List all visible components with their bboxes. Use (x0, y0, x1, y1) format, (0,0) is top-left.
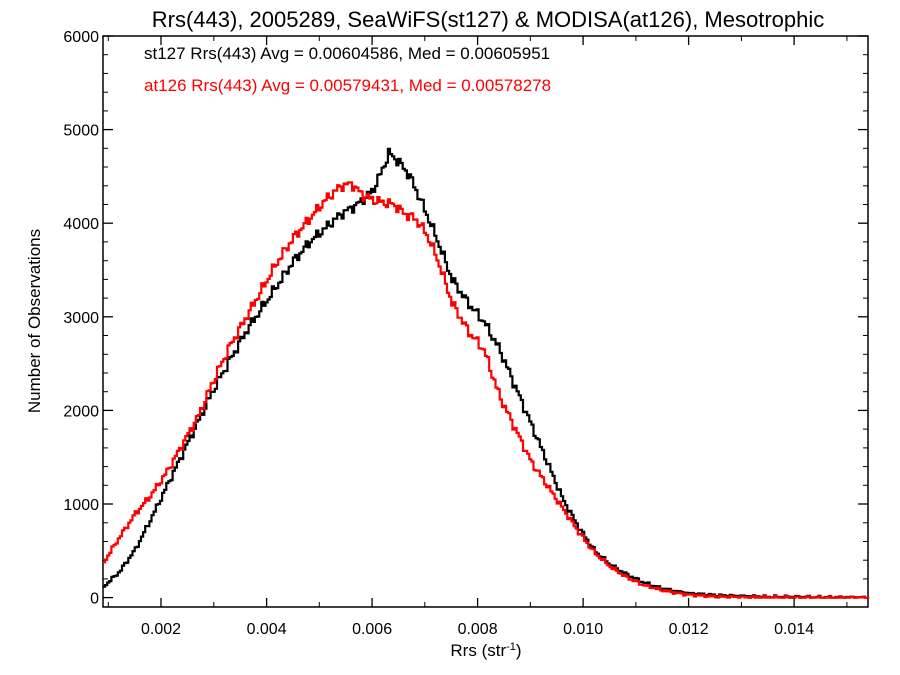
y-tick-label: 3000 (63, 310, 99, 327)
series-at126-line (103, 181, 870, 599)
x-tick-label: 0.012 (669, 621, 709, 638)
x-tick-label: 0.002 (141, 621, 181, 638)
chart-title: Rrs(443), 2005289, SeaWiFS(st127) & MODI… (152, 7, 825, 32)
x-tick-label: 0.008 (458, 621, 498, 638)
y-tick-label: 6000 (63, 29, 99, 46)
x-axis-label: Rrs (str-1) (450, 641, 521, 660)
x-tick-label: 0.010 (563, 621, 603, 638)
y-axis-ticks: 0 1000 2000 3000 4000 5000 6000 (63, 29, 868, 608)
y-tick-label: 4000 (63, 216, 99, 233)
y-axis-label: Number of Observations (25, 229, 44, 413)
y-tick-label: 1000 (63, 497, 99, 514)
x-axis-label-suffix: ) (516, 641, 522, 660)
series-layer (103, 147, 870, 599)
y-tick-label: 5000 (63, 123, 99, 140)
x-axis-label-superscript: -1 (506, 641, 516, 653)
annotation-at126: at126 Rrs(443) Avg = 0.00579431, Med = 0… (144, 76, 551, 95)
y-tick-label: 0 (90, 591, 99, 608)
plot-frame (102, 35, 869, 608)
x-axis-ticks: 0.002 0.004 0.006 0.008 0.010 0.012 0.014 (107, 36, 848, 638)
annotation-st127: st127 Rrs(443) Avg = 0.00604586, Med = 0… (144, 44, 550, 63)
x-tick-label: 0.014 (774, 621, 814, 638)
x-tick-label: 0.004 (247, 621, 287, 638)
x-tick-label: 0.006 (352, 621, 392, 638)
x-axis-label-main: Rrs (str (450, 641, 506, 660)
y-tick-label: 2000 (63, 403, 99, 420)
